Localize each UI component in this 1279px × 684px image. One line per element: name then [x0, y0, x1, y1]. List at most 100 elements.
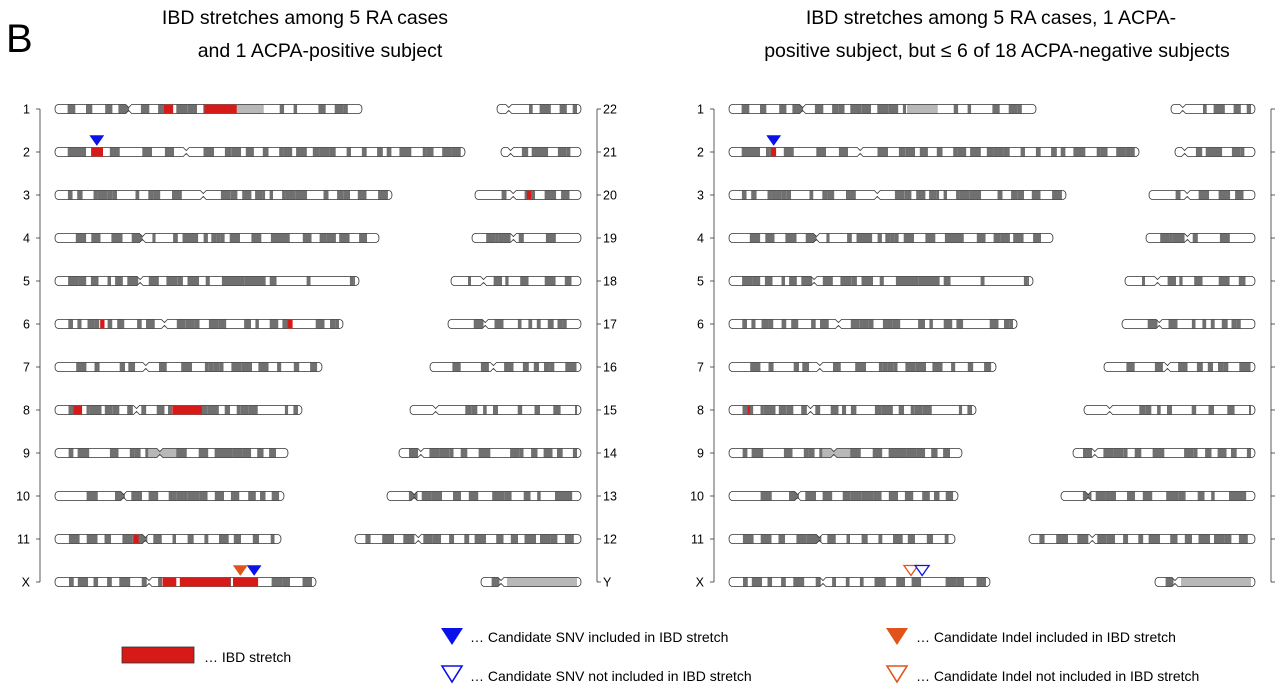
chromosome-label-left: 5	[697, 275, 704, 289]
chromosome-label-left: 7	[23, 361, 30, 375]
chromosome-label-left: 10	[16, 490, 30, 504]
chromosome-outline	[1124, 276, 1256, 286]
chromosome-bands	[1033, 534, 1251, 544]
chromosome-outline	[1072, 448, 1256, 458]
chromosome-bands	[733, 491, 954, 501]
chromosome-outline	[474, 190, 582, 200]
chromosome-outline	[1083, 405, 1256, 415]
chromosome-bands	[733, 405, 972, 415]
chromosome-outline	[1121, 319, 1256, 329]
chromosome-label-left: 2	[697, 146, 704, 160]
ibd-stretch	[73, 405, 83, 415]
chromosome-bands	[59, 319, 339, 329]
chromosome-3	[54, 190, 393, 200]
chromosome-21	[1174, 147, 1256, 157]
chromosome-9	[728, 448, 963, 458]
chromosome-outline	[728, 276, 1034, 286]
chromosome-18	[1124, 276, 1256, 286]
chromosome-outline	[447, 319, 582, 329]
chromosome-outline	[1148, 190, 1256, 200]
chromosome-label-right: 12	[603, 533, 617, 547]
chromosome-5	[54, 276, 360, 286]
chromosome-label-left: 1	[23, 103, 30, 117]
chromosome-label-left: X	[696, 576, 705, 590]
chromosome-bands	[1150, 233, 1251, 243]
chromosome-2	[54, 147, 466, 157]
chromosome-14	[398, 448, 582, 458]
chromosome-outline	[54, 491, 285, 501]
chromosome-3	[728, 190, 1067, 200]
chromosome-bands	[733, 577, 986, 587]
chromosome-outline	[1103, 362, 1256, 372]
chromosome-label-right: Y	[603, 576, 612, 590]
chromosome-bands	[733, 147, 1135, 157]
chromosome-label-left: 8	[23, 404, 30, 418]
chromosome-11	[728, 534, 956, 544]
chromosome-7	[54, 362, 323, 372]
chromosome-6	[728, 319, 1018, 329]
snv-included-marker-icon	[766, 135, 782, 146]
ibd-stretch	[233, 577, 259, 587]
chromosome-bands	[1126, 319, 1251, 329]
right-panel-title-line2: positive subject, but ≤ 6 of 18 ACPA-neg…	[764, 40, 1230, 62]
chromosome-7	[728, 362, 997, 372]
chromosome-outline	[728, 233, 1054, 243]
chromosome-outline	[471, 233, 582, 243]
chromosome-bands	[733, 319, 1013, 329]
ibd-stretch	[164, 104, 174, 114]
chromosome-label-right: 13	[603, 490, 617, 504]
chromosome-bands	[733, 233, 1049, 243]
chromosome-15	[409, 405, 582, 415]
chromosome-4	[728, 233, 1054, 243]
chromosome-bands	[1153, 190, 1251, 200]
chromosome-22	[1170, 104, 1256, 114]
legend-indel-open-icon	[885, 665, 909, 684]
chromosome-outline	[1154, 577, 1256, 587]
chromosome-label-left: 4	[23, 232, 30, 246]
chromosome-10	[728, 491, 959, 501]
chromosome-bands	[59, 147, 461, 157]
chromosome-bands	[733, 190, 1062, 200]
chromosome-X	[54, 577, 317, 587]
chromosome-label-left: 3	[23, 189, 30, 203]
chromosome-bands	[1179, 147, 1251, 157]
chromosome-outline	[480, 577, 582, 587]
chromosome-label-left: 3	[697, 189, 704, 203]
chromosome-outline	[1060, 491, 1256, 501]
ibd-stretch	[747, 405, 750, 415]
chromosome-label-left: 4	[697, 232, 704, 246]
chromosome-outline	[54, 319, 344, 329]
chromosome-bands	[485, 577, 577, 587]
chromosome-bands	[733, 448, 958, 458]
chromosome-1	[728, 104, 1037, 114]
ibd-stretch	[204, 104, 237, 114]
chromosome-outline	[54, 233, 380, 243]
chromosome-outline	[54, 147, 466, 157]
chromosome-bands	[391, 491, 577, 501]
legend: … IBD stretch … Candidate SNV included i…	[121, 628, 1199, 684]
chromosome-bands	[359, 534, 577, 544]
chromosome-label-left: 11	[17, 533, 30, 547]
chromosome-outline	[728, 147, 1140, 157]
chromosome-15	[1083, 405, 1256, 415]
chromosome-11	[54, 534, 282, 544]
chromosome-bands	[434, 362, 577, 372]
chromosome-bands	[455, 276, 577, 286]
chromosome-9	[54, 448, 289, 458]
chromosome-outline	[728, 491, 959, 501]
chromosome-outline	[54, 405, 303, 415]
panel-letter: B	[6, 17, 33, 61]
chromosome-8	[54, 405, 303, 415]
chromosome-14	[1072, 448, 1256, 458]
chromosome-5	[728, 276, 1034, 286]
chromosome-bands	[403, 448, 577, 458]
chromosome-outline	[54, 448, 289, 458]
chromosome-16	[429, 362, 582, 372]
chromosome-bands	[1129, 276, 1251, 286]
ibd-stretch	[91, 147, 103, 157]
chromosome-outline	[728, 190, 1067, 200]
chromosome-21	[500, 147, 582, 157]
ibd-stretch	[526, 190, 532, 200]
